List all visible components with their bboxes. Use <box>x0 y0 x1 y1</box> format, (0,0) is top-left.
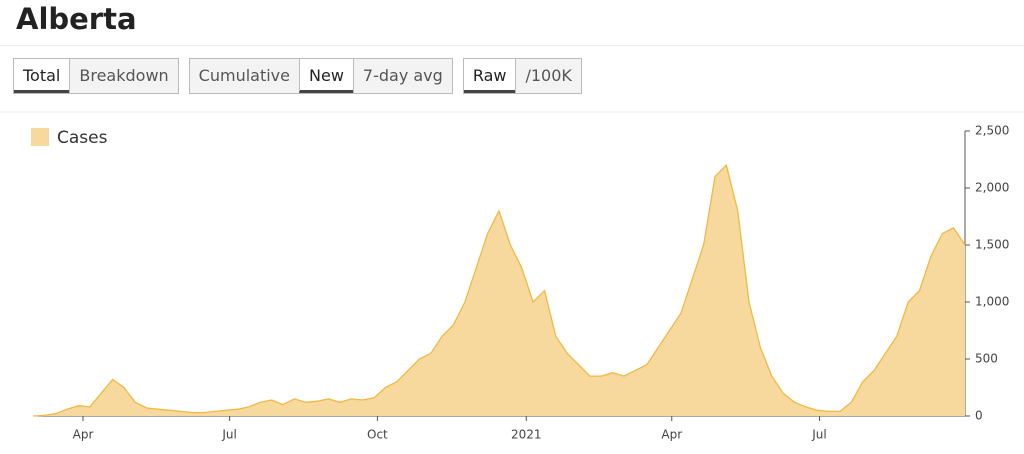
toggle-button[interactable]: Raw <box>463 59 516 93</box>
toggle-button[interactable]: Total <box>14 59 70 93</box>
page-title: Alberta <box>16 2 137 36</box>
toggle-button[interactable]: /100K <box>515 59 581 93</box>
area <box>33 165 965 416</box>
y-tick-label: 500 <box>975 352 998 366</box>
x-tick-label: Apr <box>661 428 682 442</box>
controls: Total Breakdown Cumulative New 7-day avg Raw /… <box>13 58 582 94</box>
button-group: Total Breakdown <box>13 58 179 94</box>
x-tick-label: 2021 <box>511 428 542 442</box>
x-tick-label: Apr <box>73 428 94 442</box>
y-tick-label: 2,500 <box>975 124 1009 138</box>
button-group: Cumulative New 7-day avg <box>188 58 453 94</box>
toggle-button[interactable]: Breakdown <box>69 59 178 93</box>
x-tick-label: Jul <box>221 428 236 442</box>
y-tick-label: 1,500 <box>975 238 1009 252</box>
separator <box>0 45 1024 46</box>
y-tick-label: 1,000 <box>975 295 1009 309</box>
y-tick-label: 0 <box>975 409 983 423</box>
legend-label: Cases <box>57 128 108 148</box>
legend-swatch <box>31 128 49 146</box>
toggle-button[interactable]: Cumulative <box>189 59 299 93</box>
x-tick-label: Oct <box>367 428 388 442</box>
toggle-button[interactable]: New <box>299 59 353 93</box>
toggle-button[interactable]: 7-day avg <box>352 59 452 93</box>
button-group: Raw/100K <box>462 58 582 94</box>
x-tick-label: Jul <box>811 428 826 442</box>
y-tick-label: 2,000 <box>975 181 1009 195</box>
area-line <box>32 163 966 417</box>
